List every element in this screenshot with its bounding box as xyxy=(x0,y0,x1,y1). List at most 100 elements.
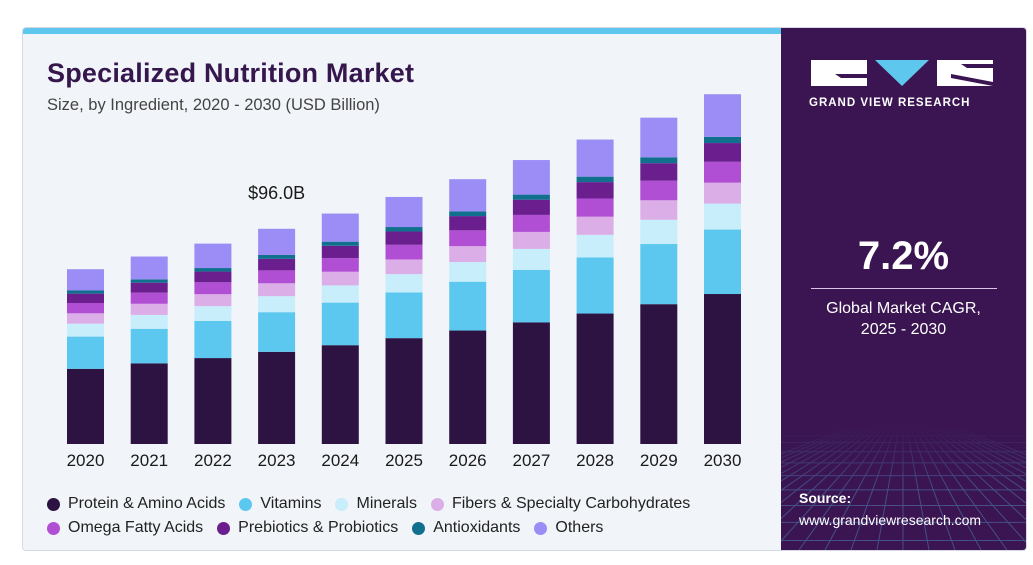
bar-segment xyxy=(512,214,550,232)
x-tick-label: 2026 xyxy=(449,451,487,470)
bar-segment xyxy=(640,200,678,220)
bar-segment xyxy=(576,182,614,199)
bar-segment xyxy=(449,216,487,231)
bar-segment xyxy=(258,312,296,352)
bar-segment xyxy=(512,231,550,249)
legend-label: Fibers & Specialty Carbohydrates xyxy=(451,495,691,512)
bar-segment xyxy=(67,269,104,291)
bar-segment xyxy=(385,244,423,260)
legend-label: Prebiotics & Probiotics xyxy=(238,519,399,536)
bar-segment xyxy=(512,322,550,444)
bar-segment xyxy=(704,203,741,230)
bar-segment xyxy=(640,117,678,158)
bar-segment xyxy=(67,368,104,444)
bar-segment xyxy=(194,243,232,269)
legend-swatch xyxy=(47,521,60,535)
legend-item: Fibers & Specialty Carbohydrates xyxy=(430,495,691,513)
bar-segment xyxy=(321,302,359,346)
legend-item: Others xyxy=(534,519,603,537)
legend-swatch xyxy=(217,521,231,535)
x-tick-label: 2029 xyxy=(640,451,678,470)
legend-swatch xyxy=(335,497,349,511)
bar-segment xyxy=(321,213,359,242)
x-tick-label: 2030 xyxy=(704,451,742,470)
legend-item: Minerals xyxy=(335,495,417,513)
bar-segment xyxy=(512,269,550,323)
stacked-bar-chart: 2020 2021 2022 2023 2024 2025 2026 2027 2028 2029… xyxy=(67,94,742,470)
bar-segment xyxy=(258,228,296,255)
bar-segment xyxy=(385,196,423,228)
bar-segment xyxy=(258,351,296,444)
bar-segment xyxy=(449,179,487,212)
bar-segment xyxy=(258,258,296,271)
legend-swatch xyxy=(430,497,444,511)
info-sidebar: GRAND VIEW RESEARCH 7.2% Global Market C… xyxy=(781,28,1026,550)
bar-segment xyxy=(385,292,423,339)
legend-label: Others xyxy=(555,519,604,536)
chart-title: Specialized Nutrition Market xyxy=(47,58,415,88)
bar-segment xyxy=(576,139,614,177)
bar-segment xyxy=(130,279,168,283)
bar-segment xyxy=(449,211,487,217)
bar-segment xyxy=(321,258,359,272)
source-link[interactable]: www.grandviewresearch.com xyxy=(799,512,982,528)
bar-segment xyxy=(67,290,104,294)
cagr-label-line2: 2025 - 2030 xyxy=(860,321,947,338)
bar-segment xyxy=(258,270,296,284)
bar-segment xyxy=(130,292,168,304)
legend-swatch xyxy=(412,521,426,535)
bar-segment xyxy=(385,227,423,232)
legend-label: Antioxidants xyxy=(433,519,521,536)
bar-segment xyxy=(194,306,232,321)
bar-annotation: $96.0B xyxy=(248,183,305,203)
bar-segment xyxy=(512,248,550,270)
bar-segment xyxy=(385,338,423,444)
bar-segment xyxy=(130,303,168,315)
legend-label: Minerals xyxy=(356,495,417,512)
legend-item: Vitamins xyxy=(239,495,321,513)
bar-segment xyxy=(194,358,232,444)
accent-bar xyxy=(23,28,781,34)
bar-segment xyxy=(321,345,359,444)
bar-segment xyxy=(704,161,741,183)
legend-row: Protein & Amino Acids Vitamins Minerals Fib… xyxy=(47,492,777,516)
x-tick-label: 2020 xyxy=(67,451,105,470)
bar-segment xyxy=(576,313,614,444)
bar-segment xyxy=(512,194,550,200)
bar-segment xyxy=(194,271,232,283)
x-tick-label: 2025 xyxy=(385,451,423,470)
bar-segment xyxy=(385,231,423,245)
bar-segment xyxy=(67,302,104,314)
bar-segment xyxy=(194,282,232,295)
bar-segment xyxy=(704,229,741,295)
bar-segment xyxy=(640,157,678,164)
bar-segment xyxy=(130,328,168,364)
legend-label: Vitamins xyxy=(260,495,322,512)
x-tick-label: 2024 xyxy=(321,451,359,470)
bar-segment xyxy=(640,163,678,181)
bar-segment xyxy=(194,268,232,272)
bar-segment xyxy=(385,274,423,293)
bar-segment xyxy=(130,282,168,293)
bar-segment xyxy=(512,160,550,195)
bar-segment xyxy=(321,245,359,259)
legend-swatch xyxy=(47,497,60,511)
chart-legend: Protein & Amino Acids Vitamins Minerals Fib… xyxy=(47,492,777,540)
bar-segment xyxy=(130,314,168,329)
bar-segment xyxy=(67,313,104,324)
x-tick-label: 2021 xyxy=(130,451,168,470)
chart-card: Specialized Nutrition Market Size, by In… xyxy=(22,27,1027,551)
bar-segment xyxy=(704,94,741,137)
bar-segment xyxy=(640,219,678,245)
bar-segment xyxy=(576,234,614,258)
bar-segment xyxy=(449,246,487,262)
legend-label: Protein & Amino Acids xyxy=(68,495,226,512)
bar-segment xyxy=(194,294,232,307)
x-tick-label: 2022 xyxy=(194,451,232,470)
bar-segment xyxy=(130,363,168,444)
bar-segment xyxy=(258,296,296,313)
bar-segment xyxy=(640,180,678,201)
bar-segment xyxy=(67,293,104,303)
bar-segment xyxy=(704,136,741,144)
bar-segment xyxy=(704,143,741,162)
